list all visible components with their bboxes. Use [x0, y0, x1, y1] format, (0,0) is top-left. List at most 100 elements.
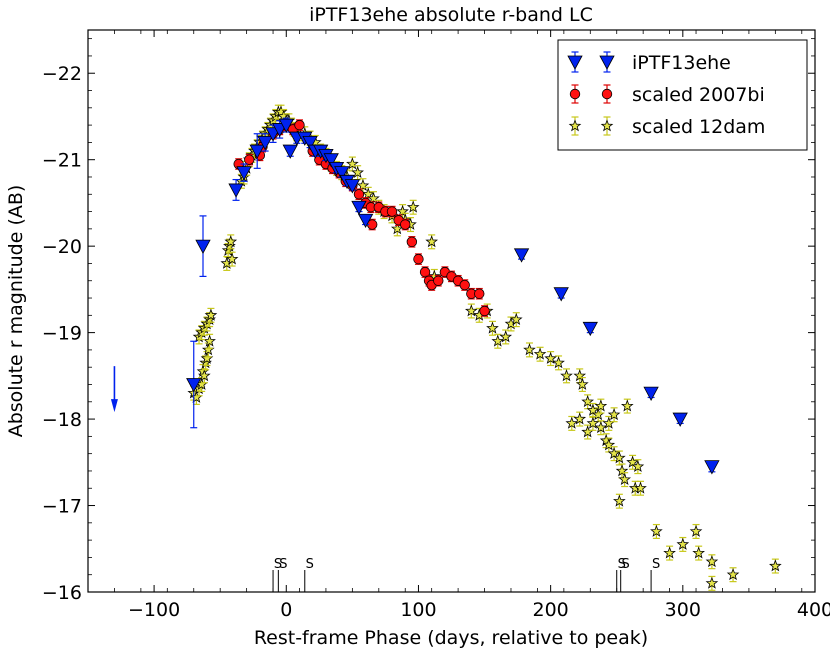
- data-point: [594, 421, 608, 434]
- data-point: [282, 144, 298, 159]
- data-point: [618, 472, 631, 485]
- y-tick-label: −22: [42, 63, 82, 85]
- data-point: [513, 248, 530, 263]
- spectrum-label: S: [279, 557, 287, 572]
- y-tick-label: −18: [42, 409, 82, 431]
- data-point: [344, 179, 361, 194]
- data-point: [582, 321, 598, 337]
- data-point: [650, 524, 663, 537]
- data-point: [204, 308, 218, 321]
- data-point: [236, 166, 252, 181]
- data-point: [244, 154, 255, 165]
- data-point: [413, 253, 424, 265]
- data-point: [323, 153, 339, 168]
- data-point: [523, 343, 536, 356]
- series-upper-limit: [110, 366, 118, 413]
- y-tick-label: −20: [42, 236, 82, 258]
- data-point: [356, 178, 370, 192]
- legend-marker: [569, 88, 581, 100]
- x-tick-label: 0: [280, 599, 292, 621]
- data-point: [465, 304, 478, 317]
- x-tick-label: 300: [665, 599, 701, 621]
- data-point: [573, 412, 587, 425]
- data-point: [195, 239, 211, 254]
- chart-title: iPTF13ehe absolute r-band LC: [309, 4, 593, 26]
- data-point: [613, 451, 626, 464]
- y-tick-label: −17: [42, 496, 82, 518]
- data-point: [479, 305, 490, 317]
- data-point: [553, 287, 569, 302]
- data-point: [357, 213, 374, 229]
- data-point: [704, 460, 720, 475]
- data-point: [552, 356, 565, 369]
- legend-marker: [600, 119, 614, 132]
- data-point: [576, 377, 589, 390]
- data-point: [224, 235, 238, 248]
- data-point: [257, 136, 273, 151]
- data-point: [351, 200, 367, 216]
- data-point: [586, 416, 600, 429]
- data-point: [689, 524, 703, 537]
- data-point: [544, 351, 557, 364]
- x-tick-label: −100: [128, 599, 180, 621]
- x-tick-label: 400: [797, 599, 830, 621]
- data-point: [491, 334, 505, 347]
- data-point: [594, 399, 608, 412]
- data-point: [474, 288, 485, 299]
- data-point: [459, 279, 470, 291]
- legend-box: [557, 39, 808, 151]
- plot-frame: [87, 29, 816, 593]
- legend-label: scaled 2007bi: [632, 84, 765, 106]
- data-point: [225, 252, 239, 265]
- data-point: [705, 555, 719, 568]
- spectrum-label: S: [652, 557, 660, 572]
- spectrum-label: S: [306, 557, 314, 572]
- spectrum-label: S: [622, 557, 630, 572]
- data-point: [602, 438, 616, 451]
- data-point: [425, 235, 438, 248]
- data-point: [367, 191, 380, 204]
- data-marks: [110, 104, 782, 591]
- data-point: [631, 459, 645, 473]
- data-point: [533, 347, 547, 360]
- data-point: [769, 559, 782, 572]
- data-point: [486, 321, 499, 334]
- data-point: [351, 166, 364, 179]
- axes: −100 0 100 200 300 400 −22 −21 −20 −19 −18 −17 −16: [42, 30, 830, 621]
- data-point: [663, 546, 676, 559]
- y-axis-label: Absolute r magnitude (AB): [5, 185, 27, 438]
- data-point: [499, 330, 513, 343]
- data-point: [278, 118, 294, 133]
- data-point: [433, 275, 444, 286]
- data-point: [406, 236, 418, 248]
- data-point: [565, 416, 579, 429]
- data-point: [560, 369, 573, 382]
- legend-marker: [599, 55, 615, 70]
- data-point: [334, 166, 350, 181]
- data-point: [692, 546, 705, 559]
- data-point: [509, 313, 523, 326]
- x-tick-label: 200: [533, 599, 569, 621]
- data-point: [294, 119, 305, 131]
- data-point: [672, 412, 688, 427]
- legend: iPTF13ehe scaled 2007bi scaled 12dam: [557, 39, 808, 151]
- legend-marker: [567, 55, 583, 70]
- data-point: [419, 266, 431, 278]
- legend-marker: [601, 88, 613, 100]
- data-point: [203, 334, 216, 347]
- legend-marker: [568, 119, 582, 132]
- spectrum-label: S: [274, 557, 282, 572]
- data-point: [198, 369, 211, 382]
- data-point: [346, 157, 359, 170]
- legend-label: scaled 12dam: [632, 116, 765, 138]
- data-point: [607, 408, 621, 421]
- data-point: [400, 219, 411, 230]
- data-point: [406, 200, 420, 213]
- series-iptf13ehe: [186, 117, 720, 475]
- data-point: [386, 206, 398, 217]
- legend-label: iPTF13ehe: [632, 52, 731, 74]
- data-point: [620, 399, 634, 412]
- data-point: [634, 481, 647, 494]
- data-point: [581, 395, 594, 408]
